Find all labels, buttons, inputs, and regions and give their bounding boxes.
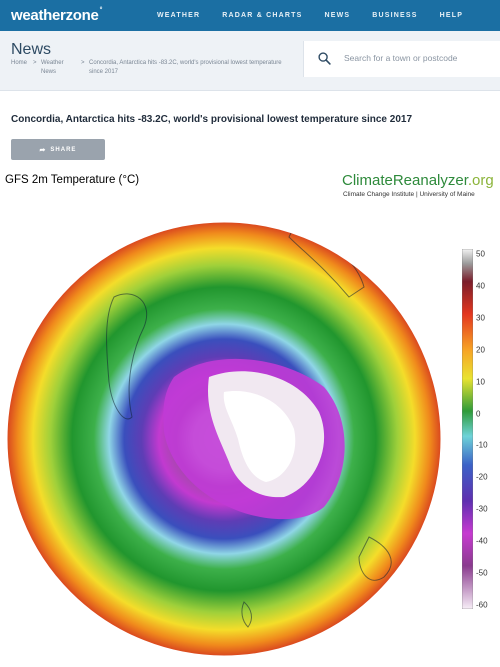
- nav-item-weather[interactable]: WEATHER: [157, 12, 201, 19]
- breadcrumb-current: Concordia, Antarctica hits -83.2C, world…: [89, 60, 282, 75]
- breadcrumb-weather-news[interactable]: Weather News: [41, 60, 64, 75]
- colorbar-tick-label: 40: [476, 281, 485, 291]
- colorbar-tick-label: 50: [476, 249, 485, 259]
- nav-item-business[interactable]: BUSINESS: [372, 12, 418, 19]
- breadcrumb-separator-icon: >: [33, 60, 37, 66]
- south-america-outline: [106, 293, 148, 420]
- share-arrow-icon: ➦: [39, 146, 47, 154]
- globe-edge: [6, 221, 442, 657]
- colorbar-tick-label: -30: [476, 504, 488, 514]
- temperature-globe-map: [6, 221, 442, 657]
- breadcrumb-home[interactable]: Home: [11, 60, 28, 66]
- breadcrumb-separator-icon: >: [81, 60, 85, 66]
- colorbar-ticks: 50 40 30 20 10 0 -10 -20 -30 -40 -50 -60: [476, 249, 500, 610]
- new-zealand-outline: [241, 601, 252, 628]
- nav-item-radar-charts[interactable]: RADAR & CHARTS: [222, 12, 303, 19]
- colorbar-tick-label: 10: [476, 377, 485, 387]
- figure-title: GFS 2m Temperature (°C): [5, 174, 140, 186]
- share-button[interactable]: ➦ SHARE: [11, 139, 105, 160]
- weatherzone-logo[interactable]: weatherzone°: [11, 7, 103, 24]
- colorbar-tick-label: -20: [476, 472, 488, 482]
- top-nav-bar: weatherzone° WEATHER RADAR & CHARTS NEWS…: [0, 0, 500, 31]
- colorbar-tick-label: 20: [476, 345, 485, 355]
- colorbar-tick-label: -10: [476, 440, 488, 450]
- colorbar-tick-label: -60: [476, 600, 488, 610]
- search-input[interactable]: Search for a town or postcode: [303, 41, 500, 77]
- share-label: SHARE: [50, 146, 77, 153]
- colorbar-tick-label: -40: [476, 536, 488, 546]
- search-placeholder: Search for a town or postcode: [344, 53, 458, 63]
- australia-outline: [358, 536, 392, 581]
- search-icon: [318, 52, 331, 65]
- nav-menu: WEATHER RADAR & CHARTS NEWS BUSINESS HEL…: [157, 0, 485, 31]
- colorbar-tick-label: 30: [476, 313, 485, 323]
- nav-item-help[interactable]: HELP: [439, 12, 464, 19]
- antarctic-plateau: [223, 391, 296, 482]
- colorbar-tick-label: 0: [476, 409, 481, 419]
- climate-reanalyzer-subtitle: Climate Change Institute | University of…: [343, 191, 475, 198]
- climate-reanalyzer-logo: ClimateReanalyzer.org: [342, 172, 494, 189]
- nav-item-news[interactable]: NEWS: [324, 12, 351, 19]
- colorbar-tick-label: -50: [476, 568, 488, 578]
- page-title: News: [11, 41, 52, 58]
- article-headline: Concordia, Antarctica hits -83.2C, world…: [11, 114, 413, 125]
- temperature-colorbar: [462, 249, 473, 609]
